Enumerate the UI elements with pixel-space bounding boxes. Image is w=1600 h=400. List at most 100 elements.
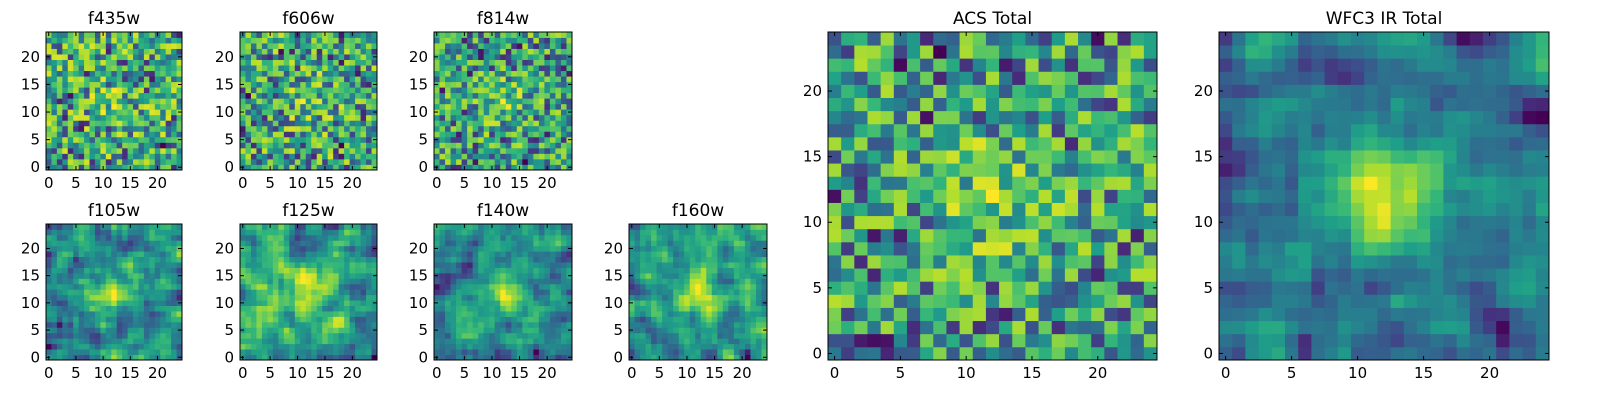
heatmap-cell (566, 278, 573, 285)
heatmap-cell (946, 333, 960, 348)
heatmap-cell (461, 327, 468, 334)
heatmap-cell (333, 245, 340, 252)
heatmap-cell (906, 346, 921, 361)
heatmap-cell (472, 240, 479, 247)
heatmap-cell (322, 283, 329, 290)
heatmap-cell (300, 125, 307, 132)
heatmap-cell (461, 43, 468, 49)
heatmap-cell (893, 281, 908, 295)
heatmap-cell (283, 240, 290, 247)
heatmap-cell (333, 332, 340, 339)
heatmap-cell (1104, 346, 1118, 361)
heatmap-cell (841, 333, 855, 348)
heatmap-cell (62, 158, 69, 165)
heatmap-cell (261, 240, 268, 247)
heatmap-cell (62, 32, 69, 38)
heatmap-cell (828, 333, 842, 348)
heatmap-cell (154, 65, 161, 72)
heatmap-cell (89, 76, 96, 83)
heatmap-cell (566, 43, 573, 49)
heatmap-cell (56, 234, 63, 241)
x-tick-label: 5 (655, 364, 665, 382)
heatmap-cell (51, 125, 58, 132)
heatmap-cell (78, 87, 85, 94)
heatmap-cell (946, 294, 960, 308)
heatmap-cell (311, 120, 318, 127)
heatmap-cell (327, 289, 334, 296)
heatmap-cell (94, 70, 101, 77)
heatmap-cell (133, 153, 139, 160)
heatmap-cell (461, 120, 468, 127)
heatmap-cell (555, 136, 562, 143)
heatmap-cell (333, 65, 340, 72)
heatmap-cell (744, 300, 751, 306)
heatmap-cell (94, 354, 101, 361)
heatmap-cell (256, 125, 263, 132)
heatmap-cell (311, 272, 318, 279)
heatmap-cell (305, 354, 312, 361)
heatmap-cell (478, 109, 485, 116)
heatmap-cell (467, 289, 474, 296)
heatmap-cell (706, 224, 713, 230)
heatmap-cell (1143, 202, 1158, 217)
heatmap-cell (522, 311, 529, 317)
heatmap-cell (245, 81, 252, 88)
heatmap-cell (305, 262, 312, 268)
heatmap-cell (645, 321, 652, 328)
heatmap-cell (489, 158, 496, 165)
heatmap-cell (311, 147, 318, 154)
heatmap-cell (51, 103, 58, 110)
heatmap-cell (494, 267, 501, 274)
heatmap-cell (560, 343, 567, 350)
heatmap-cell (333, 136, 340, 143)
heatmap-cell (522, 125, 529, 132)
heatmap-cell (278, 59, 285, 66)
heatmap-cell (494, 224, 501, 230)
heatmap-cell (171, 229, 177, 236)
heatmap-cell (105, 37, 112, 44)
heatmap-cell (138, 245, 145, 252)
heatmap-cell (171, 338, 177, 345)
heatmap-cell (360, 229, 367, 236)
heatmap-cell (116, 54, 123, 60)
heatmap-cell (761, 289, 768, 296)
heatmap-cell (527, 256, 534, 263)
heatmap-cell (67, 81, 74, 88)
heatmap-cell (300, 354, 307, 361)
heatmap-cell (755, 256, 762, 263)
heatmap-cell (640, 311, 646, 317)
heatmap-cell (338, 338, 345, 345)
heatmap-cell (946, 163, 960, 177)
heatmap-cell (761, 338, 768, 345)
heatmap-cell (700, 267, 707, 274)
heatmap-cell (478, 125, 485, 132)
heatmap-cell (56, 120, 63, 127)
heatmap-cell (327, 92, 334, 99)
y-tick-label: 15 (21, 75, 40, 93)
heatmap-cell (566, 251, 573, 258)
heatmap-cell (143, 32, 150, 38)
heatmap-cell (78, 278, 85, 285)
heatmap-cell (549, 48, 556, 55)
heatmap-cell (338, 251, 345, 258)
heatmap-cell (946, 320, 960, 335)
heatmap-cell (505, 131, 512, 138)
heatmap-cell (522, 70, 529, 77)
heatmap-cell (73, 278, 80, 285)
heatmap-cell (467, 81, 474, 88)
heatmap-cell (549, 147, 556, 154)
heatmap-cell (84, 37, 90, 44)
heatmap-cell (294, 43, 301, 49)
heatmap-cell (256, 103, 263, 110)
heatmap-cell (338, 125, 345, 132)
heatmap-cell (344, 37, 350, 44)
heatmap-cell (678, 229, 685, 236)
heatmap-cell (89, 272, 96, 279)
heatmap-cell (538, 343, 545, 350)
heatmap-cell (89, 305, 96, 312)
heatmap-cell (522, 349, 529, 355)
heatmap-cell (250, 153, 257, 160)
heatmap-cell (673, 343, 680, 350)
heatmap-cell (111, 267, 118, 274)
heatmap-cell (256, 262, 263, 268)
